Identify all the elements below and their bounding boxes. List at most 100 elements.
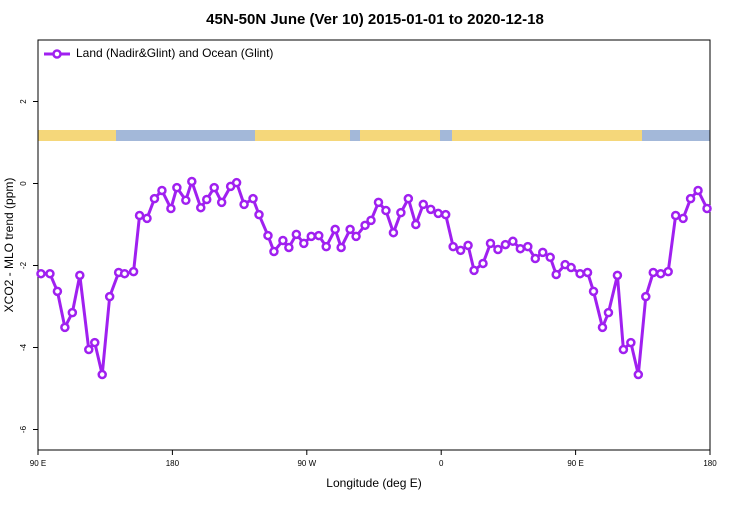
data-point: [597, 322, 608, 333]
legend-marker: [52, 49, 62, 59]
data-point: [366, 215, 376, 226]
data-point: [641, 291, 651, 302]
data-point: [433, 208, 443, 219]
data-point: [330, 224, 340, 235]
x-axis-label: Longitude (deg E): [326, 476, 421, 490]
data-point: [299, 238, 309, 249]
data-point: [142, 213, 152, 224]
data-point: [633, 369, 644, 380]
data-point: [269, 246, 279, 257]
series-line: [40, 176, 709, 375]
data-point: [284, 242, 294, 253]
data-point: [537, 247, 548, 258]
data-point: [515, 243, 526, 254]
data-point: [291, 229, 302, 240]
data-point: [455, 245, 466, 256]
data-point: [181, 195, 191, 206]
data-point: [588, 286, 599, 297]
map-strip: [38, 130, 710, 141]
y-tick-label: -2: [19, 261, 28, 269]
data-point: [551, 269, 561, 280]
data-point: [693, 185, 703, 196]
data-point: [75, 270, 85, 281]
data-point: [248, 193, 258, 204]
data-point: [440, 209, 451, 220]
data-point: [685, 193, 696, 204]
data-point: [89, 337, 100, 348]
y-tick-label: -6: [19, 425, 28, 433]
data-point: [134, 210, 145, 221]
data-point: [388, 227, 399, 238]
data-point: [306, 231, 317, 242]
data-point: [469, 265, 479, 276]
data-point: [493, 244, 503, 255]
data-point: [485, 238, 496, 249]
data-point: [603, 307, 614, 318]
data-point: [655, 268, 666, 279]
data-point: [157, 185, 167, 196]
x-tick-label: 90 W: [297, 459, 316, 468]
y-tick-label: 0: [19, 181, 28, 186]
data-point: [360, 220, 370, 231]
x-tick-label: 0: [439, 459, 444, 468]
legend-label: Land (Nadir&Glint) and Ocean (Glint): [76, 46, 273, 60]
data-point: [381, 205, 391, 216]
data-point: [545, 252, 555, 263]
data-point: [216, 197, 227, 208]
data-point: [403, 193, 414, 204]
data-point: [508, 236, 518, 247]
y-tick-label: 2: [19, 99, 28, 104]
data-point: [321, 241, 331, 252]
plot-frame: [37, 39, 711, 451]
data-point: [67, 307, 78, 318]
data-point: [172, 182, 182, 193]
data-point: [209, 182, 219, 193]
data-point: [149, 193, 160, 204]
data-point: [97, 369, 107, 380]
data-point: [373, 197, 384, 208]
x-tick-label: 90 E: [567, 459, 583, 468]
data-point: [582, 267, 593, 278]
data-point: [566, 262, 576, 273]
data-point: [278, 235, 288, 246]
data-point: [648, 267, 659, 278]
data-point: [166, 203, 176, 214]
data-point: [663, 266, 673, 277]
data-point: [254, 209, 264, 220]
data-point: [52, 286, 63, 297]
data-point: [201, 194, 212, 205]
data-point: [463, 240, 473, 251]
chart-title: 45N-50N June (Ver 10) 2015-01-01 to 2020…: [206, 11, 544, 28]
data-point: [411, 219, 421, 230]
data-point: [575, 268, 585, 279]
data-point: [418, 199, 429, 210]
data-point: [530, 253, 541, 264]
data-point: [128, 266, 139, 277]
data-point: [618, 344, 629, 355]
data-point: [523, 241, 533, 252]
data-point: [36, 268, 46, 279]
data-point: [313, 230, 324, 241]
data-point: [678, 213, 688, 224]
data-point: [345, 224, 355, 235]
data-point: [104, 291, 115, 302]
data-point: [60, 322, 70, 333]
data-point: [231, 177, 242, 188]
data-point: [670, 210, 681, 221]
data-point: [396, 207, 406, 218]
data-point: [612, 270, 623, 281]
data-point: [239, 199, 249, 210]
data-point: [702, 203, 712, 214]
data-point: [187, 176, 197, 187]
data-point: [336, 242, 346, 253]
data-point: [119, 268, 130, 279]
y-axis-label: XCO2 - MLO trend (ppm): [2, 178, 16, 313]
y-tick-label: -4: [19, 343, 28, 351]
data-point: [478, 258, 488, 269]
data-point: [500, 239, 511, 250]
data-point: [84, 344, 94, 355]
data-point: [45, 268, 55, 279]
data-point: [196, 202, 206, 213]
data-point: [626, 337, 636, 348]
